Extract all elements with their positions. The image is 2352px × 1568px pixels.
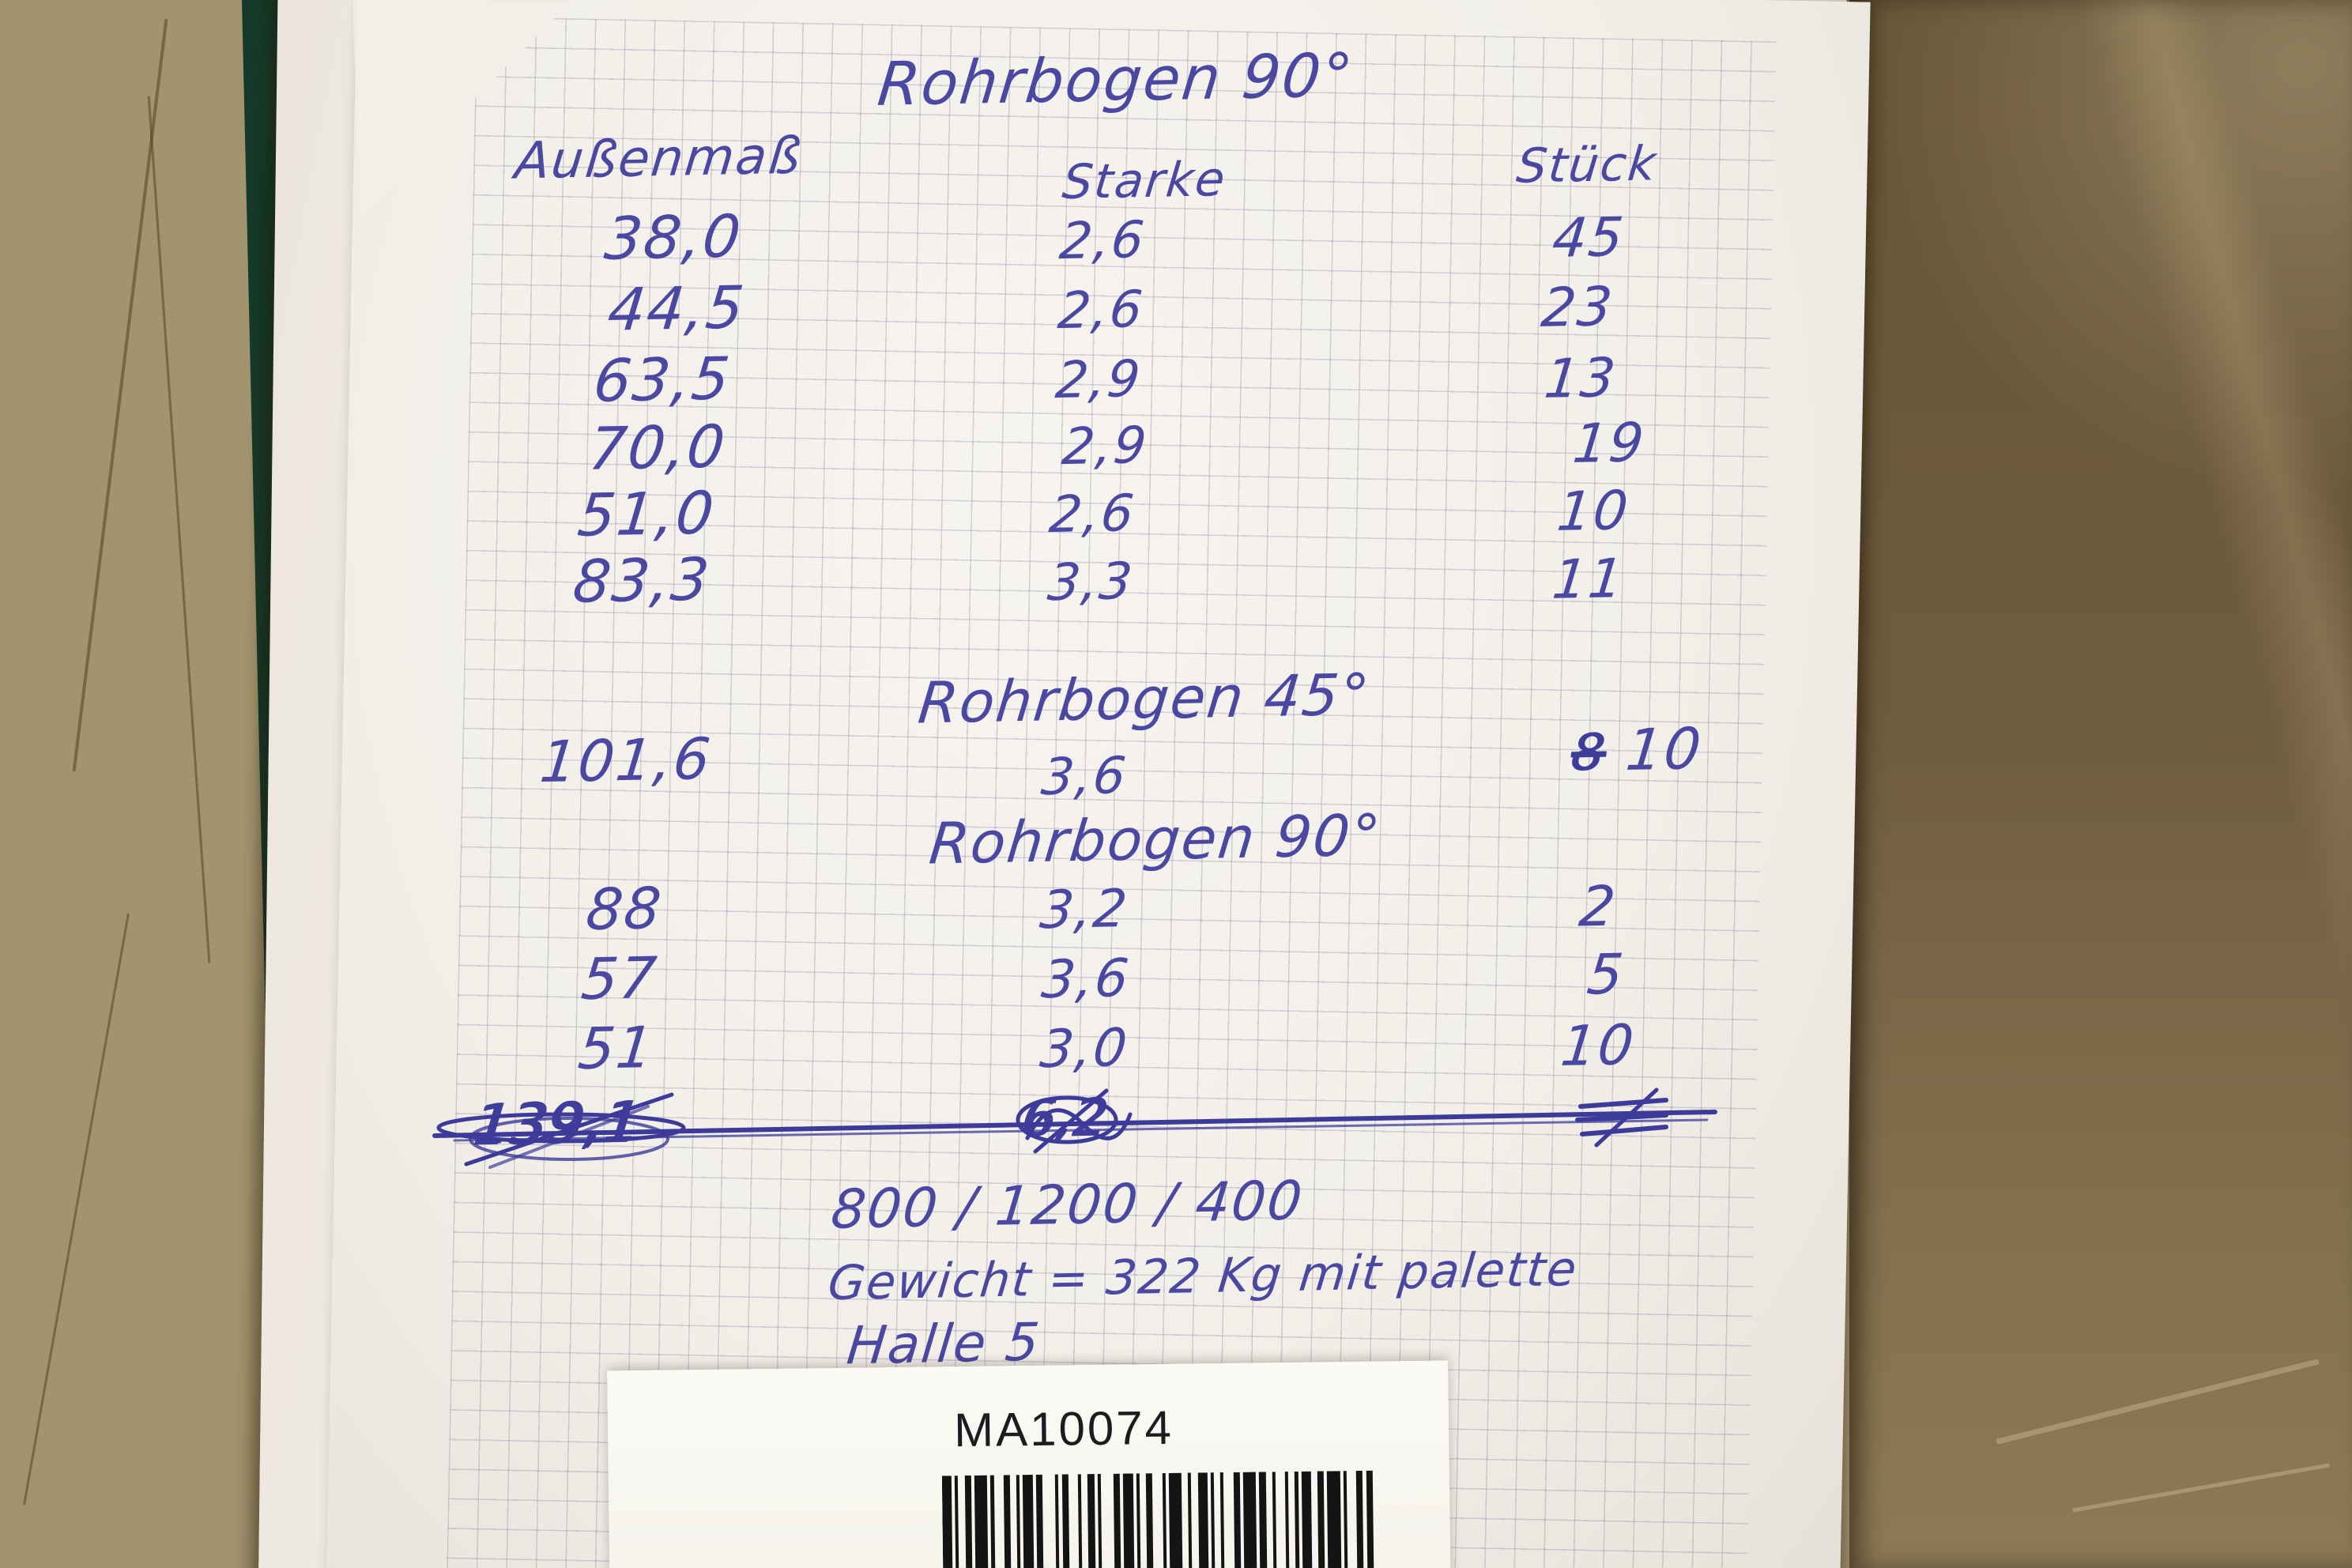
table-cell-count: 5: [1584, 941, 1628, 1008]
table-cell-outer: 38,0: [601, 202, 745, 273]
table-cell-count: 45: [1549, 206, 1628, 270]
table-cell-thickness: 3,3: [1045, 552, 1136, 613]
table-cell-thickness: 2,6: [1055, 280, 1147, 341]
column-header-count: Stück: [1513, 136, 1660, 194]
strikethrough-scribble: [432, 1087, 1717, 1169]
note-line-pallet-dimensions: 800 / 1200 / 400: [827, 1170, 1306, 1242]
table-cell-count: 10: [1554, 480, 1633, 544]
table-cell-thickness: 3,6: [1038, 746, 1130, 808]
table-cell-outer: 63,5: [590, 345, 734, 416]
table-cell-outer: 57: [578, 944, 662, 1013]
table-cell-outer: 83,3: [570, 545, 714, 616]
section-title-rohrbogen-90: Rohrbogen 90°: [874, 40, 1358, 119]
label-code-text: MA10074: [953, 1400, 1174, 1457]
table-cell-thickness: 2,6: [1057, 210, 1148, 272]
table-cell-outer: 88: [582, 874, 666, 944]
table-cell-count: 2: [1576, 873, 1620, 940]
section-title-rohrbogen-45: Rohrbogen 45°: [915, 661, 1374, 737]
table-cell-count: 11: [1549, 548, 1628, 612]
table-cell-outer: 44,5: [605, 273, 748, 345]
section-title-rohrbogen-90-2: Rohrbogen 90°: [926, 801, 1385, 877]
table-cell-count: 10: [1623, 714, 1706, 784]
barcode-label: MA10074: [607, 1360, 1451, 1568]
barcode: [941, 1470, 1408, 1568]
table-cell-thickness: 2,6: [1046, 484, 1138, 545]
column-header-thickness: Starke: [1060, 151, 1229, 211]
table-cell-count: 19: [1570, 412, 1649, 476]
column-header-outer-dimension: Außenmaß: [512, 126, 805, 191]
table-cell-outer: 51,0: [575, 479, 718, 550]
crossed-out-count: 8: [1568, 723, 1608, 783]
table-cell-thickness: 2,9: [1059, 416, 1151, 477]
table-surface-right: [1849, 0, 2352, 1568]
table-cell-thickness: 2,9: [1053, 349, 1144, 411]
table-cell-count: 23: [1538, 276, 1617, 340]
table-cell-outer: 101,6: [537, 725, 715, 796]
table-cell-thickness: 3,2: [1037, 877, 1132, 941]
table-cell-outer: 70,0: [586, 413, 729, 484]
table-cell-thickness: 3,6: [1038, 947, 1133, 1011]
table-cell-count: 13: [1541, 347, 1620, 411]
